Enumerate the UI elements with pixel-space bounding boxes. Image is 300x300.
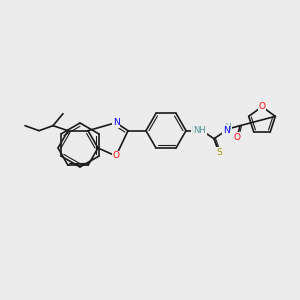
Text: S: S <box>216 148 222 157</box>
Text: N: N <box>223 126 230 135</box>
Text: O: O <box>233 133 241 142</box>
Text: O: O <box>259 102 266 111</box>
Text: O: O <box>112 152 119 160</box>
Text: NH: NH <box>194 126 206 135</box>
Text: H: H <box>225 123 231 132</box>
Text: N: N <box>112 118 119 127</box>
Text: NH: NH <box>192 126 204 135</box>
